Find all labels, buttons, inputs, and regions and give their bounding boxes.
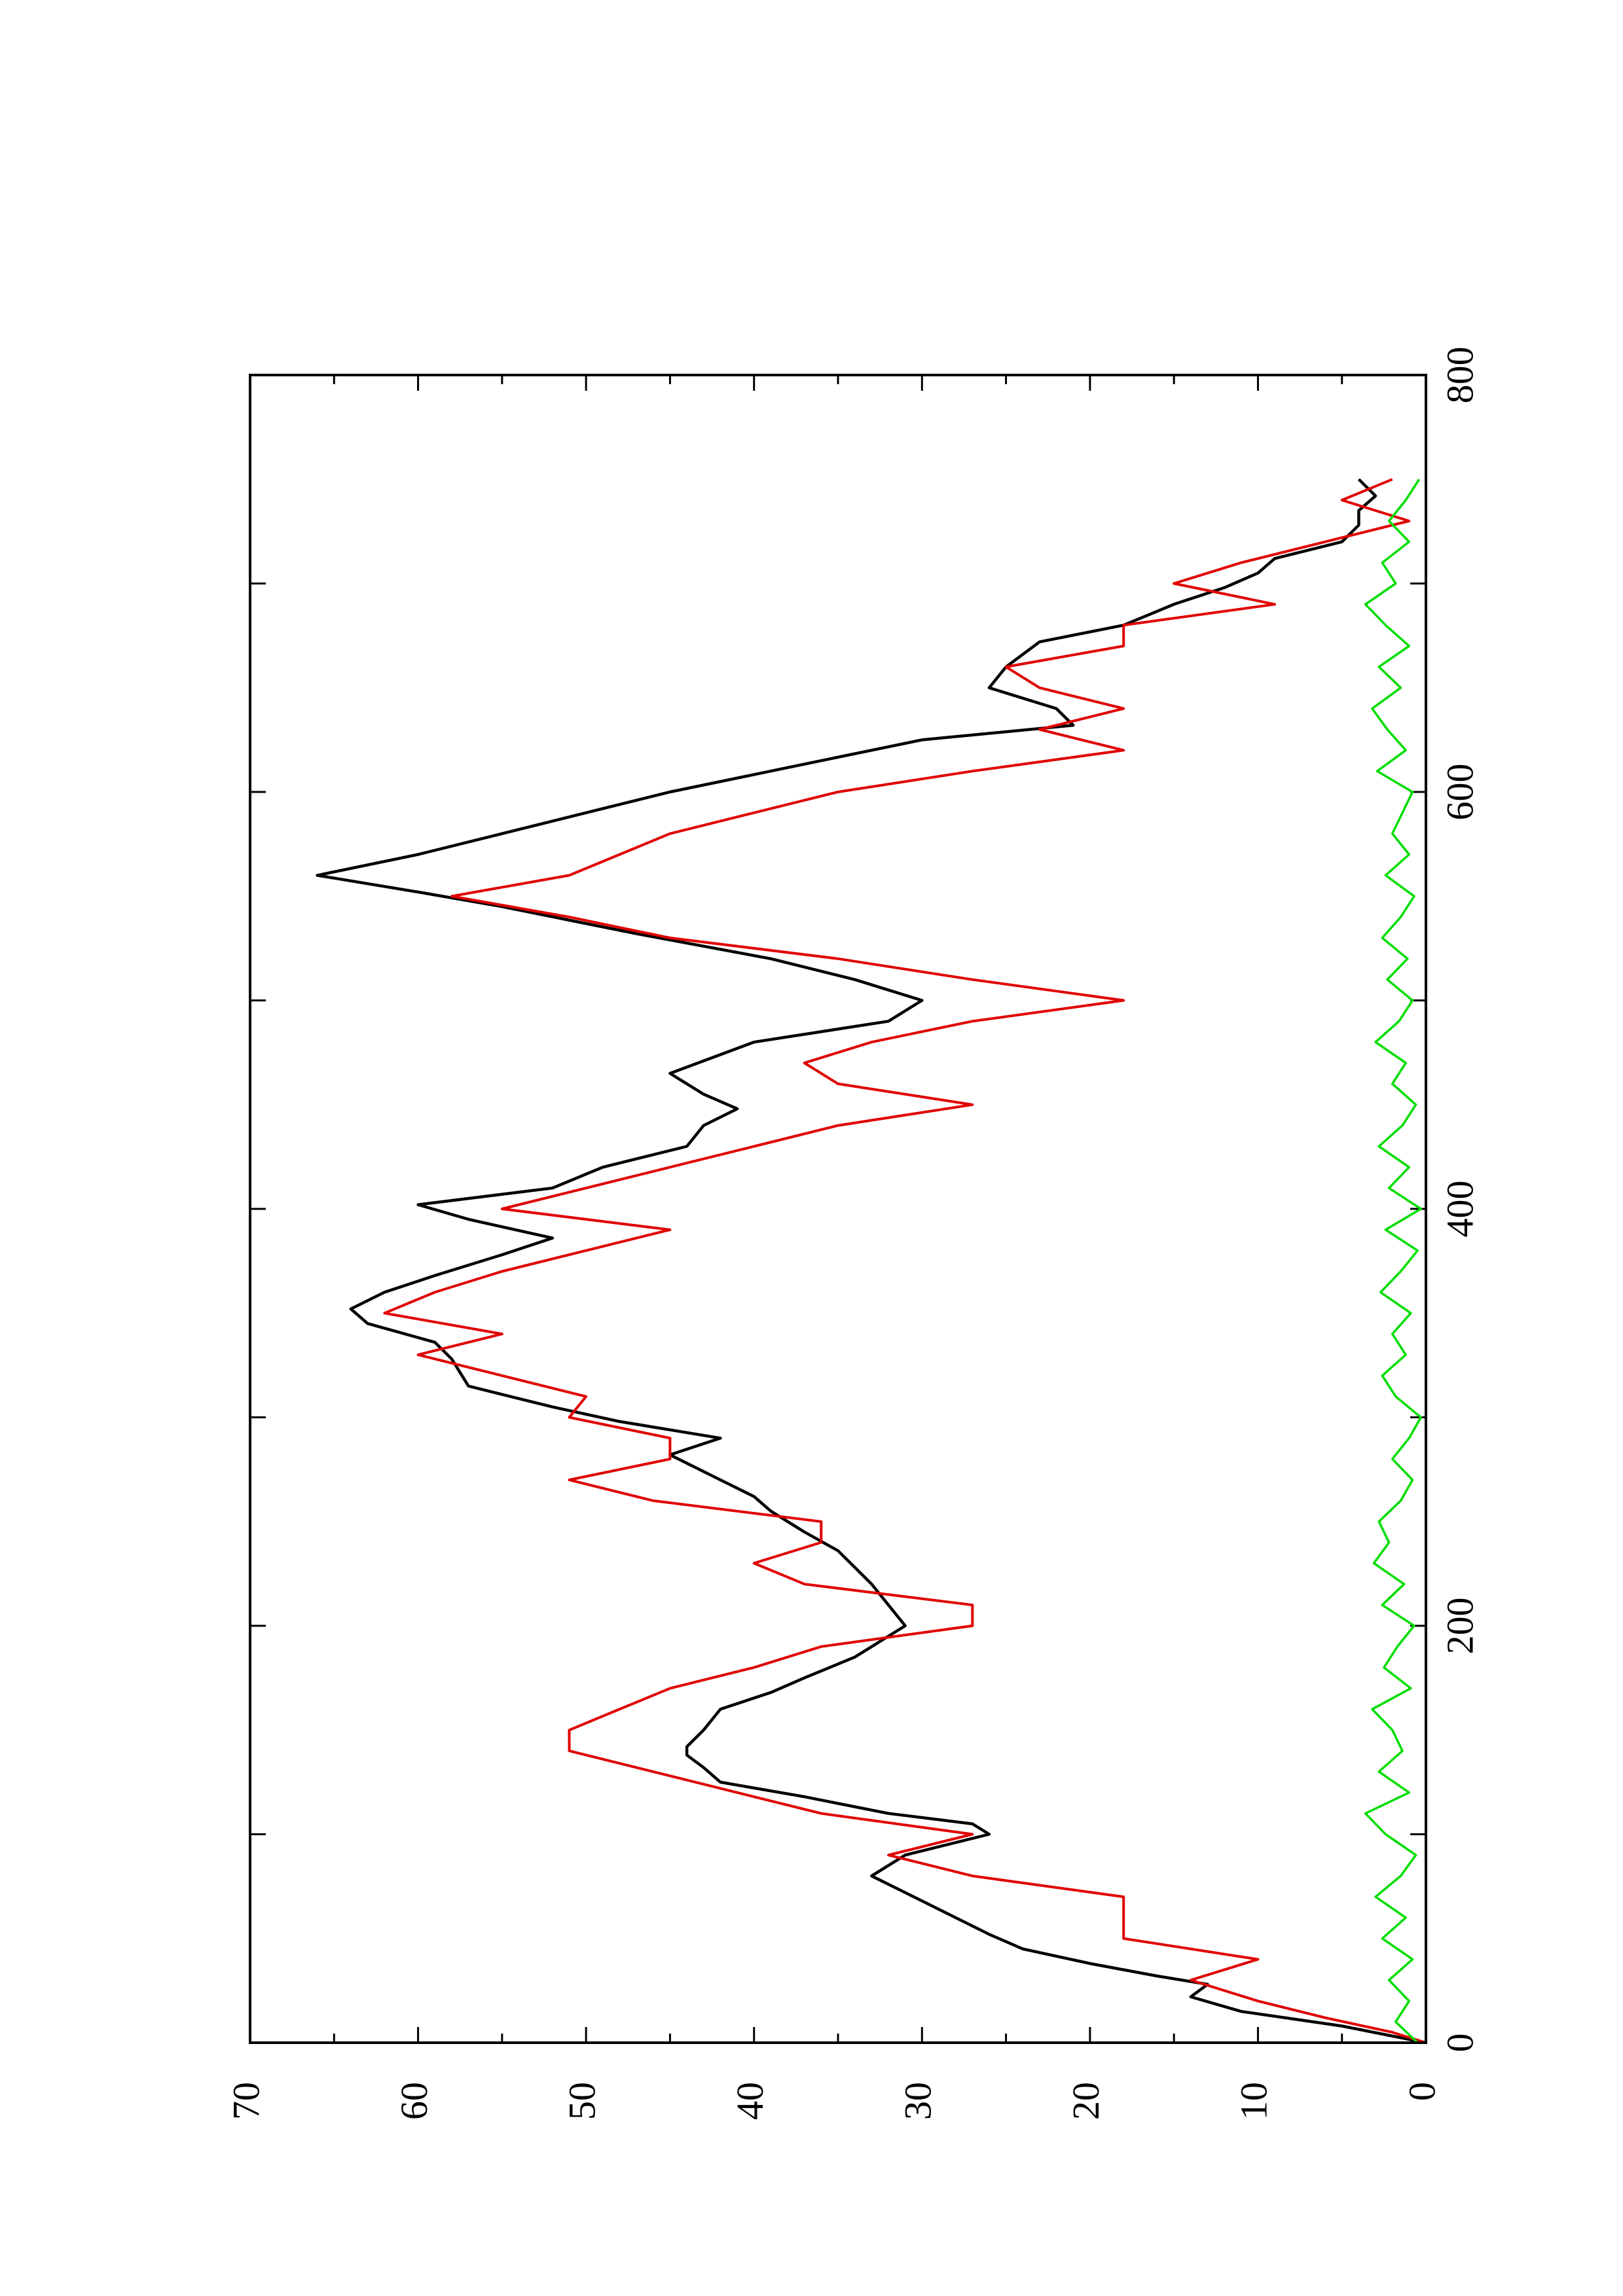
- y-tick-label: 0: [1400, 2082, 1443, 2101]
- x-tick-label: 200: [1438, 1598, 1481, 1655]
- series-line-3: [1364, 478, 1423, 2044]
- y-tick-label: 20: [1065, 2082, 1107, 2120]
- series-line-1: [316, 478, 1427, 2045]
- x-tick-label: 800: [1438, 347, 1481, 404]
- x-axis-tick-labels: 0 200 400 600 800: [1438, 347, 1481, 2053]
- y-tick-label: 60: [393, 2082, 435, 2120]
- x-tick-label: 0: [1438, 2034, 1481, 2053]
- x-tick-label: 400: [1438, 1181, 1481, 1238]
- y-tick-label: 40: [729, 2082, 771, 2120]
- series-line-2: [383, 478, 1427, 2044]
- y-tick-label: 50: [560, 2082, 603, 2120]
- plot-frame: [249, 374, 1427, 2044]
- y-tick-label: 10: [1233, 2082, 1275, 2120]
- x-axis-ticks: [250, 374, 1426, 2044]
- y-axis-tick-labels: 0 10 20 30 40 50 60 70: [225, 2082, 1443, 2120]
- series-layer: [316, 478, 1427, 2045]
- x-tick-label: 600: [1438, 764, 1481, 821]
- y-tick-label: 70: [225, 2082, 267, 2120]
- y-axis-ticks: [249, 375, 1427, 2043]
- y-tick-label: 30: [897, 2082, 939, 2120]
